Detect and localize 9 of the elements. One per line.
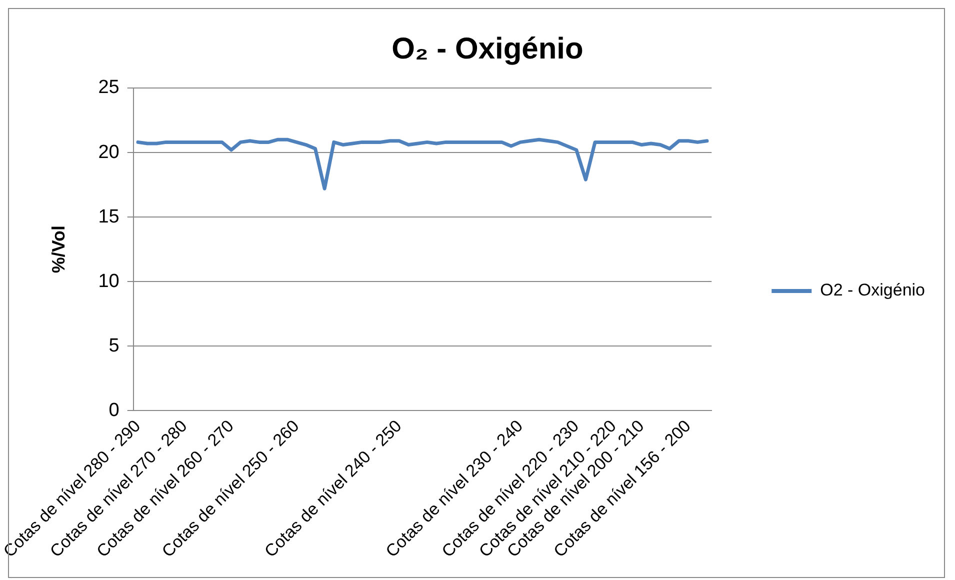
y-tick-label: 15 (98, 206, 120, 228)
chart-title: O₂ - Oxigénio (392, 32, 584, 66)
y-tick-label: 5 (108, 335, 120, 356)
y-tick-label: 25 (98, 77, 120, 98)
y-axis-title: %/Vol (48, 225, 68, 274)
y-tick-label: 10 (98, 270, 120, 292)
y-tick-label: 0 (108, 400, 120, 421)
legend-label: O2 - Oxigénio (820, 280, 926, 300)
y-tick-label: 20 (98, 142, 120, 163)
